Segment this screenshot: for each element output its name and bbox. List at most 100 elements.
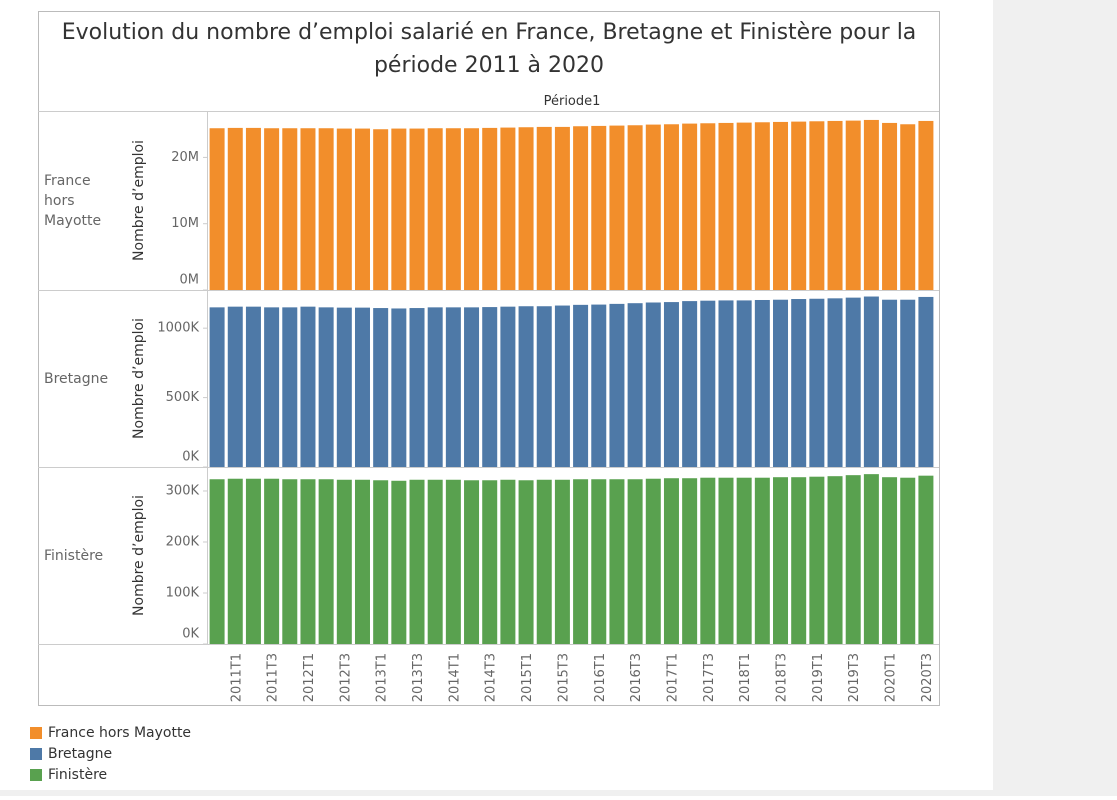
row-header-box: Bretagne bbox=[44, 370, 109, 387]
row-header-box: Finistère bbox=[44, 547, 104, 564]
y-tick-label: 10M bbox=[171, 216, 199, 231]
y-tick-label: 100K bbox=[166, 585, 200, 600]
y-axis-label: Nombre d’emploi bbox=[131, 140, 147, 261]
bar bbox=[918, 120, 934, 290]
bar bbox=[227, 127, 243, 291]
bar bbox=[282, 128, 298, 290]
y-tick-label: 200K bbox=[166, 534, 200, 549]
bar bbox=[627, 303, 643, 467]
y-axis-label: Nombre d’emploi bbox=[131, 495, 147, 616]
title-box: Evolution du nombre d’emploi salarié en … bbox=[62, 20, 917, 78]
y-tick-label: 1000K bbox=[157, 321, 199, 336]
bar bbox=[718, 300, 734, 467]
bar bbox=[882, 299, 898, 467]
bar bbox=[863, 474, 879, 644]
x-tick-label: 2019T1 bbox=[811, 653, 826, 702]
y-tick-label: 500K bbox=[166, 390, 200, 405]
bar bbox=[754, 299, 770, 467]
bar bbox=[736, 477, 752, 644]
bar bbox=[591, 304, 607, 467]
bar bbox=[791, 299, 807, 467]
bar bbox=[736, 122, 752, 290]
bar bbox=[663, 124, 679, 290]
bar bbox=[863, 119, 879, 290]
bar bbox=[645, 124, 661, 290]
x-tick-label: 2011T3 bbox=[266, 653, 281, 702]
bar bbox=[445, 128, 461, 290]
column-header: Période1 bbox=[544, 94, 601, 109]
legend-label: Finistère bbox=[48, 767, 107, 783]
bar bbox=[718, 477, 734, 644]
bar bbox=[336, 479, 352, 644]
side-strip bbox=[993, 0, 1117, 796]
bar bbox=[718, 122, 734, 290]
bar bbox=[627, 479, 643, 644]
bar bbox=[354, 128, 370, 290]
legend-label: France hors Mayotte bbox=[48, 725, 191, 741]
bar bbox=[282, 307, 298, 467]
bar bbox=[373, 308, 389, 467]
bar bbox=[300, 306, 316, 467]
bar bbox=[391, 308, 407, 467]
bar bbox=[882, 122, 898, 290]
x-tick-label: 2018T3 bbox=[775, 653, 790, 702]
bar bbox=[845, 120, 861, 290]
bar bbox=[227, 306, 243, 467]
bar bbox=[918, 296, 934, 467]
bar bbox=[754, 477, 770, 644]
bar bbox=[663, 478, 679, 644]
bar bbox=[809, 298, 825, 467]
x-tick-label: 2015T3 bbox=[556, 653, 571, 702]
bar bbox=[245, 478, 261, 644]
bar bbox=[464, 307, 480, 467]
bar bbox=[663, 302, 679, 467]
bar bbox=[573, 304, 589, 467]
x-tick-label: 2016T3 bbox=[629, 653, 644, 702]
bar bbox=[391, 128, 407, 290]
bar bbox=[554, 305, 570, 467]
bar bbox=[500, 306, 516, 467]
bar bbox=[900, 477, 916, 644]
bottom-strip bbox=[0, 790, 993, 796]
bar bbox=[318, 479, 334, 644]
bar bbox=[482, 307, 498, 467]
frame bbox=[38, 11, 940, 706]
bar bbox=[554, 126, 570, 291]
x-tick-label: 2017T3 bbox=[702, 653, 717, 702]
legend-swatch bbox=[30, 769, 42, 781]
bar bbox=[682, 301, 698, 467]
x-tick-label: 2013T3 bbox=[411, 653, 426, 702]
bar bbox=[791, 477, 807, 644]
bar bbox=[591, 479, 607, 644]
bar bbox=[573, 126, 589, 291]
bar bbox=[373, 129, 389, 290]
bar bbox=[536, 126, 552, 291]
bar bbox=[227, 478, 243, 644]
bar bbox=[609, 479, 625, 644]
bar bbox=[609, 303, 625, 467]
bar bbox=[445, 479, 461, 644]
bar bbox=[245, 127, 261, 291]
bar bbox=[682, 123, 698, 290]
row-header: Bretagne bbox=[44, 370, 109, 387]
x-tick-label: 2020T3 bbox=[920, 653, 935, 702]
bar bbox=[245, 306, 261, 467]
y-tick-label: 0K bbox=[182, 627, 199, 642]
bar bbox=[427, 479, 443, 644]
bar bbox=[645, 478, 661, 644]
x-tick-label: 2011T1 bbox=[229, 653, 244, 702]
bar bbox=[500, 479, 516, 644]
bar bbox=[300, 128, 316, 290]
bar bbox=[573, 479, 589, 644]
row-header: Finistère bbox=[44, 547, 104, 564]
bar bbox=[645, 302, 661, 467]
bar bbox=[518, 480, 534, 644]
bar bbox=[464, 480, 480, 644]
bar bbox=[900, 124, 916, 290]
x-tick-label: 2012T1 bbox=[302, 653, 317, 702]
bar bbox=[500, 127, 516, 291]
bar bbox=[427, 307, 443, 467]
y-tick-label: 0K bbox=[182, 450, 199, 465]
bar bbox=[773, 299, 789, 467]
